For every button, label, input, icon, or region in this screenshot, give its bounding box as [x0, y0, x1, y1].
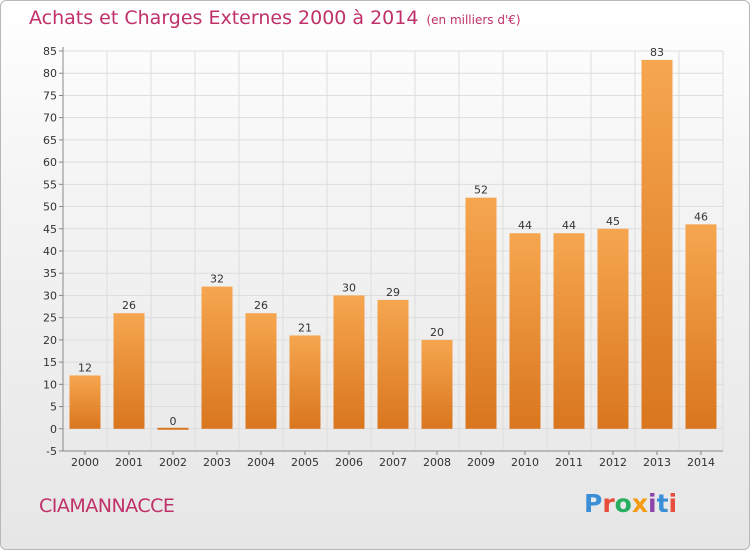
proxiti-logo[interactable]: Proxiti: [584, 489, 677, 518]
y-tick-label: 0: [50, 423, 57, 436]
x-tick-label-2000: 2000: [71, 456, 99, 469]
value-label-2009: 52: [474, 184, 488, 197]
bar-2000: [69, 375, 101, 429]
y-tick-label: 50: [43, 201, 57, 214]
bar-2009: [465, 197, 497, 429]
y-tick-label: 15: [43, 356, 57, 369]
value-label-2014: 46: [694, 210, 708, 223]
logo-letter: o: [614, 489, 632, 518]
x-tick-label-2009: 2009: [467, 456, 495, 469]
x-tick-label-2001: 2001: [115, 456, 143, 469]
y-tick-label: 20: [43, 334, 57, 347]
bar-2003: [201, 286, 233, 429]
value-label-2000: 12: [78, 361, 92, 374]
y-tick-label: 80: [43, 67, 57, 80]
y-tick-label: 75: [43, 89, 57, 102]
y-tick-label: 60: [43, 156, 57, 169]
y-tick-label: 85: [43, 45, 57, 58]
value-label-2010: 44: [518, 219, 532, 232]
value-label-2001: 26: [122, 299, 136, 312]
x-tick-label-2008: 2008: [423, 456, 451, 469]
x-tick-label-2010: 2010: [511, 456, 539, 469]
y-tick-label: 35: [43, 267, 57, 280]
chart-title: Achats et Charges Externes 2000 à 2014 (e…: [29, 7, 521, 29]
value-label-2013: 83: [650, 46, 664, 59]
bar-2010: [509, 233, 541, 429]
x-tick-label-2013: 2013: [643, 456, 671, 469]
chart-subtitle: (en milliers d'€): [426, 13, 521, 27]
logo-letter: r: [602, 489, 615, 518]
x-tick-label-2005: 2005: [291, 456, 319, 469]
value-label-2007: 29: [386, 286, 400, 299]
value-label-2006: 30: [342, 281, 356, 294]
y-tick-label: 65: [43, 134, 57, 147]
bar-2013: [641, 59, 673, 429]
y-tick-label: 30: [43, 289, 57, 302]
x-tick-label-2007: 2007: [379, 456, 407, 469]
bar-layer: [69, 59, 717, 430]
bar-2007: [377, 299, 409, 429]
value-label-2012: 45: [606, 215, 620, 228]
y-tick-label: -5: [46, 445, 57, 458]
value-label-2004: 26: [254, 299, 268, 312]
y-tick-label: 45: [43, 223, 57, 236]
logo-letter: x: [631, 489, 648, 518]
bar-2005: [289, 335, 321, 429]
y-tick-label: 5: [50, 401, 57, 414]
logo-letter: i: [668, 489, 678, 518]
y-tick-label: 70: [43, 112, 57, 125]
label-layer: 12 26 0 32 26 21 30 29 20 52 44 44 45 83 46: [78, 46, 708, 428]
x-tick-label-2003: 2003: [203, 456, 231, 469]
bar-2006: [333, 295, 365, 429]
bar-2008: [421, 339, 453, 429]
x-tick-label-2012: 2012: [599, 456, 627, 469]
logo-letter: P: [584, 489, 603, 518]
x-tick-label-2002: 2002: [159, 456, 187, 469]
logo-letter: i: [648, 489, 657, 518]
bar-2012: [597, 228, 629, 429]
x-tick-label-2006: 2006: [335, 456, 363, 469]
bar-2002: [157, 427, 189, 430]
y-tick-label: 40: [43, 245, 57, 258]
value-label-2008: 20: [430, 326, 444, 339]
logo-letter: t: [656, 489, 669, 518]
x-tick-label-2004: 2004: [247, 456, 275, 469]
chart-title-text: Achats et Charges Externes 2000 à 2014: [29, 7, 419, 29]
x-tick-label-2014: 2014: [687, 456, 715, 469]
value-label-2011: 44: [562, 219, 576, 232]
bar-2014: [685, 224, 717, 429]
y-tick-label: 55: [43, 178, 57, 191]
y-tick-label: 25: [43, 312, 57, 325]
bar-2004: [245, 313, 277, 429]
place-name: CIAMANNACCE: [39, 495, 175, 517]
value-label-2002: 0: [170, 415, 177, 428]
bar-2001: [113, 313, 145, 429]
x-tick-label-2011: 2011: [555, 456, 583, 469]
value-label-2005: 21: [298, 321, 312, 334]
value-label-2003: 32: [210, 273, 224, 286]
axis-layer: -5 0 5 10 15 20 25 30 35 40 45 50 55 60 65 70 75 80 85 2000…: [43, 45, 723, 469]
bar-2011: [553, 233, 585, 429]
y-tick-label: 10: [43, 378, 57, 391]
